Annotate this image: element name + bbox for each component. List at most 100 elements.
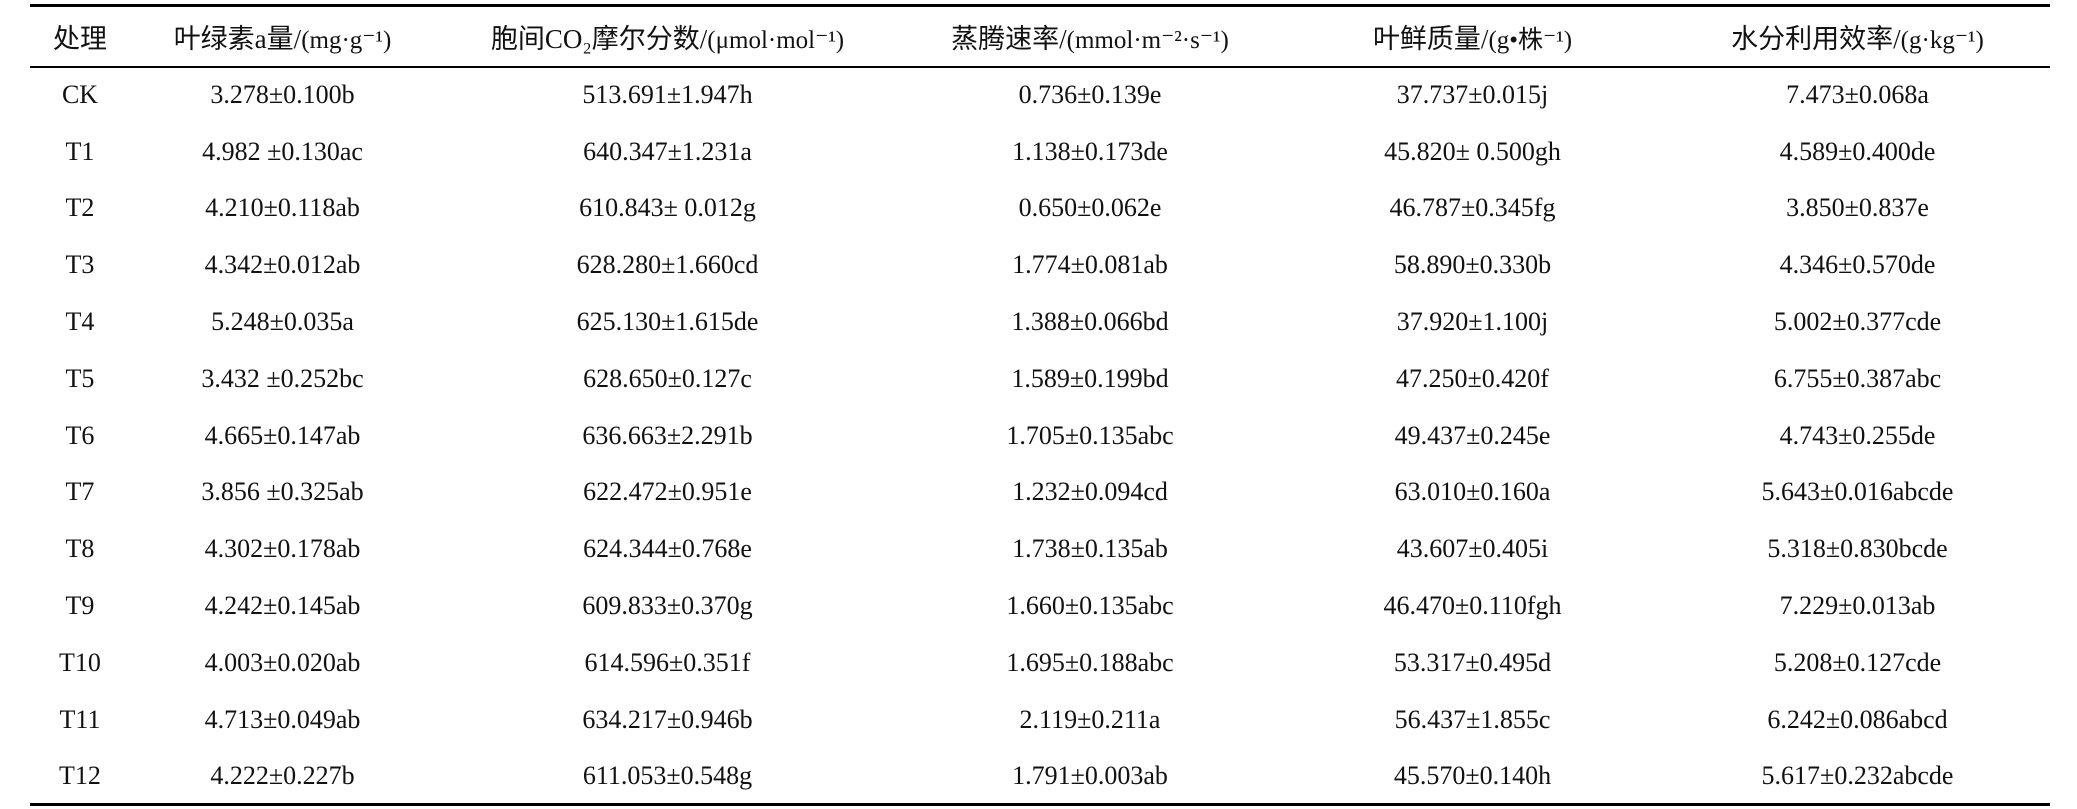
- cell-treatment: T4: [65, 307, 95, 337]
- cell-transpiration-rate: 1.705±0.135abc: [1006, 420, 1174, 450]
- cell-transpiration-rate: 1.660±0.135abc: [1006, 591, 1174, 621]
- table-body: CK 3.278±0.100b 513.691±1.947h 0.736±0.139e…: [30, 67, 2050, 807]
- cell-chlorophyll-a: 3.432 ±0.252bc: [201, 363, 364, 393]
- cell-treatment: CK: [61, 80, 99, 110]
- cell-chlorophyll-a: 4.982 ±0.130ac: [202, 136, 363, 166]
- table-row: T1 4.982 ±0.130ac 640.347±1.231a 1.138±0.17…: [30, 123, 2050, 180]
- cell-leaf-fresh-mass: 47.250±0.420f: [1396, 363, 1549, 393]
- cell-intercellular-co2: 611.053±0.548g: [435, 748, 900, 807]
- cell-water-use-efficiency: 6.755±0.387abc: [1773, 363, 1942, 393]
- cell-leaf-fresh-mass: 56.437±1.855c: [1394, 704, 1551, 734]
- cell-transpiration-rate: 1.774±0.081ab: [1012, 250, 1168, 280]
- cell-water-use-efficiency: 5.643±0.016abcde: [1761, 477, 1954, 507]
- cell-treatment: T9: [65, 591, 95, 621]
- cell-leaf-fresh-mass: 37.737±0.015j: [1396, 80, 1549, 110]
- cell-water-use-efficiency: 7.473±0.068a: [1786, 80, 1929, 110]
- table-row: T11 4.713±0.049ab 634.217±0.946b 2.119±0.21…: [30, 691, 2050, 748]
- cell-treatment: T8: [65, 534, 95, 564]
- cell-treatment: T3: [65, 250, 95, 280]
- cell-water-use-efficiency: 5.318±0.830bcde: [1767, 534, 1948, 564]
- cell-treatment: T5: [65, 363, 95, 393]
- cell-intercellular-co2: 513.691±1.947h: [582, 80, 753, 110]
- cell-chlorophyll-a: 5.248±0.035a: [211, 307, 354, 337]
- cell-intercellular-co2: 609.833±0.370g: [582, 591, 753, 621]
- results-table-container: 处理 叶绿素a量/(mg·g⁻¹) 胞间CO₂摩尔分数/(μmol·mol⁻¹)…: [30, 4, 2050, 807]
- header-water-use-efficiency: 水分利用效率/(g·kg⁻¹): [1665, 4, 2050, 68]
- cell-water-use-efficiency: 5.002±0.377cde: [1773, 307, 1942, 337]
- cell-treatment: T12: [30, 748, 130, 807]
- table-header: 处理 叶绿素a量/(mg·g⁻¹) 胞间CO₂摩尔分数/(μmol·mol⁻¹)…: [30, 4, 2050, 68]
- cell-leaf-fresh-mass: 45.570±0.140h: [1280, 748, 1665, 807]
- table-row: T12 4.222±0.227b 611.053±0.548g 1.791±0.003…: [30, 748, 2050, 807]
- table-row: CK 3.278±0.100b 513.691±1.947h 0.736±0.139e…: [30, 67, 2050, 124]
- cell-chlorophyll-a: 4.665±0.147ab: [204, 420, 361, 450]
- cell-leaf-fresh-mass: 43.607±0.405i: [1396, 534, 1549, 564]
- cell-transpiration-rate: 1.232±0.094cd: [1012, 477, 1168, 507]
- table-row: T3 4.342±0.012ab 628.280±1.660cd 1.774±0.08…: [30, 237, 2050, 294]
- cell-leaf-fresh-mass: 63.010±0.160a: [1394, 477, 1551, 507]
- cell-water-use-efficiency: 7.229±0.013ab: [1779, 591, 1936, 621]
- cell-treatment: T2: [65, 193, 95, 223]
- cell-transpiration-rate: 1.388±0.066bd: [1011, 307, 1169, 337]
- cell-chlorophyll-a: 4.713±0.049ab: [204, 704, 361, 734]
- cell-chlorophyll-a: 4.222±0.227b: [130, 748, 435, 807]
- cell-transpiration-rate: 1.738±0.135ab: [1012, 534, 1168, 564]
- results-table: 处理 叶绿素a量/(mg·g⁻¹) 胞间CO₂摩尔分数/(μmol·mol⁻¹)…: [30, 4, 2050, 807]
- cell-leaf-fresh-mass: 37.920±1.100j: [1396, 307, 1549, 337]
- cell-chlorophyll-a: 4.242±0.145ab: [204, 591, 361, 621]
- cell-water-use-efficiency: 4.589±0.400de: [1779, 136, 1936, 166]
- table-row: T7 3.856 ±0.325ab 622.472±0.951e 1.232±0.09…: [30, 464, 2050, 521]
- header-leaf-fresh-mass: 叶鲜质量/(g•株⁻¹): [1280, 4, 1665, 68]
- cell-chlorophyll-a: 3.278±0.100b: [210, 80, 355, 110]
- cell-treatment: T11: [59, 704, 101, 734]
- cell-water-use-efficiency: 5.208±0.127cde: [1773, 647, 1942, 677]
- header-row: 处理 叶绿素a量/(mg·g⁻¹) 胞间CO₂摩尔分数/(μmol·mol⁻¹)…: [30, 4, 2050, 68]
- cell-water-use-efficiency: 4.346±0.570de: [1779, 250, 1936, 280]
- cell-leaf-fresh-mass: 58.890±0.330b: [1393, 250, 1552, 280]
- cell-intercellular-co2: 628.280±1.660cd: [576, 250, 759, 280]
- cell-treatment: T6: [65, 420, 95, 450]
- table-row: T4 5.248±0.035a 625.130±1.615de 1.388±0.066…: [30, 294, 2050, 351]
- table-row: T9 4.242±0.145ab 609.833±0.370g 1.660±0.135…: [30, 578, 2050, 635]
- table-row: T10 4.003±0.020ab 614.596±0.351f 1.695±0.18…: [30, 634, 2050, 691]
- cell-intercellular-co2: 634.217±0.946b: [582, 704, 753, 734]
- cell-water-use-efficiency: 3.850±0.837e: [1786, 193, 1929, 223]
- header-transpiration-rate: 蒸腾速率/(mmol·m⁻²·s⁻¹): [900, 4, 1280, 68]
- cell-water-use-efficiency: 6.242±0.086abcd: [1767, 704, 1948, 734]
- cell-chlorophyll-a: 3.856 ±0.325ab: [201, 477, 364, 507]
- header-chlorophyll-a: 叶绿素a量/(mg·g⁻¹): [130, 4, 435, 68]
- cell-water-use-efficiency: 5.617±0.232abcde: [1665, 748, 2050, 807]
- cell-intercellular-co2: 610.843± 0.012g: [579, 193, 756, 223]
- cell-transpiration-rate: 0.736±0.139e: [1018, 80, 1162, 110]
- cell-chlorophyll-a: 4.302±0.178ab: [204, 534, 361, 564]
- table-row: T2 4.210±0.118ab 610.843± 0.012g 0.650±0.06…: [30, 180, 2050, 237]
- table-row: T6 4.665±0.147ab 636.663±2.291b 1.705±0.135…: [30, 407, 2050, 464]
- cell-intercellular-co2: 622.472±0.951e: [583, 477, 752, 507]
- cell-treatment: T1: [65, 136, 95, 166]
- cell-chlorophyll-a: 4.342±0.012ab: [204, 250, 361, 280]
- cell-transpiration-rate: 1.138±0.173de: [1012, 136, 1168, 166]
- cell-transpiration-rate: 1.695±0.188abc: [1006, 647, 1174, 677]
- header-treatment: 处理: [30, 4, 130, 68]
- cell-leaf-fresh-mass: 46.470±0.110fgh: [1383, 591, 1562, 621]
- cell-water-use-efficiency: 4.743±0.255de: [1779, 420, 1936, 450]
- cell-intercellular-co2: 624.344±0.768e: [583, 534, 752, 564]
- cell-transpiration-rate: 2.119±0.211a: [1019, 704, 1161, 734]
- cell-intercellular-co2: 628.650±0.127c: [583, 363, 752, 393]
- header-intercellular-co2: 胞间CO₂摩尔分数/(μmol·mol⁻¹): [435, 4, 900, 68]
- cell-intercellular-co2: 625.130±1.615de: [576, 307, 759, 337]
- cell-intercellular-co2: 636.663±2.291b: [582, 420, 753, 450]
- cell-leaf-fresh-mass: 45.820± 0.500gh: [1384, 136, 1561, 166]
- cell-chlorophyll-a: 4.003±0.020ab: [204, 647, 361, 677]
- cell-leaf-fresh-mass: 46.787±0.345fg: [1389, 193, 1556, 223]
- cell-transpiration-rate: 1.791±0.003ab: [900, 748, 1280, 807]
- cell-transpiration-rate: 0.650±0.062e: [1018, 193, 1162, 223]
- cell-leaf-fresh-mass: 53.317±0.495d: [1393, 647, 1552, 677]
- cell-intercellular-co2: 614.596±0.351f: [584, 647, 751, 677]
- table-row: T5 3.432 ±0.252bc 628.650±0.127c 1.589±0.19…: [30, 350, 2050, 407]
- cell-treatment: T10: [59, 647, 101, 677]
- table-row: T8 4.302±0.178ab 624.344±0.768e 1.738±0.135…: [30, 521, 2050, 578]
- cell-treatment: T7: [65, 477, 95, 507]
- cell-transpiration-rate: 1.589±0.199bd: [1011, 363, 1169, 393]
- cell-leaf-fresh-mass: 49.437±0.245e: [1394, 420, 1551, 450]
